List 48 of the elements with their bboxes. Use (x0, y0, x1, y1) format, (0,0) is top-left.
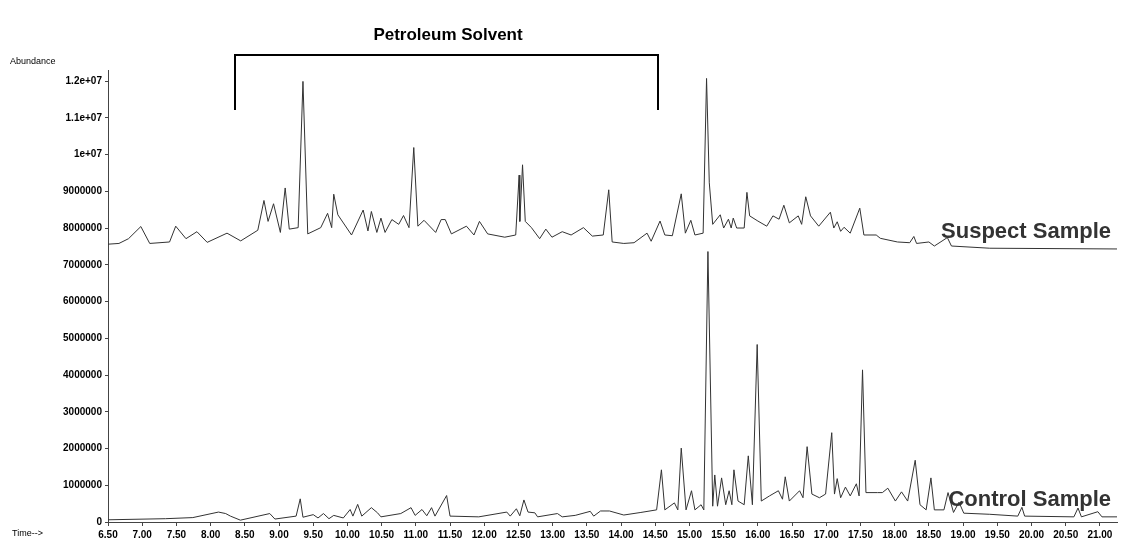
x-tick-label: 13.00 (540, 528, 566, 540)
y-tick-label: 9000000 (63, 185, 103, 197)
x-tick-label: 7.50 (166, 528, 187, 540)
x-tick-label: 12.00 (471, 528, 498, 540)
x-tick-label: 6.50 (98, 528, 119, 540)
x-tick-label: 14.00 (608, 528, 634, 540)
x-tick-label: 21.00 (1087, 528, 1113, 540)
x-tick-label: 20.50 (1053, 528, 1079, 540)
y-tick-label: 7000000 (63, 258, 103, 270)
series-label: Control Sample (948, 485, 1111, 511)
x-tick-label: 9.50 (303, 528, 324, 540)
x-tick-label: 17.00 (813, 528, 840, 540)
y-tick-label: 2000000 (63, 442, 103, 454)
x-tick-label: 10.00 (334, 528, 361, 540)
y-tick-label: 3000000 (63, 405, 103, 417)
x-tick-label: 12.50 (505, 528, 532, 540)
x-tick-label: 16.00 (745, 528, 771, 540)
y-tick-label: 4000000 (63, 368, 103, 380)
y-tick-label: 6000000 (63, 295, 103, 307)
x-tick-label: 19.00 (950, 528, 977, 540)
x-tick-label: 8.00 (200, 528, 221, 540)
text: Petroleum Solvent (373, 25, 523, 45)
x-tick-label: 17.50 (847, 528, 874, 540)
x-tick-label: 7.00 (132, 528, 153, 540)
y-tick-label: 5000000 (63, 332, 103, 344)
x-tick-label: 11.50 (437, 528, 463, 540)
series-label: Suspect Sample (941, 218, 1111, 244)
x-tick-label: 9.00 (269, 528, 290, 540)
x-tick-label: 10.50 (369, 528, 395, 540)
x-tick-label: 18.00 (882, 528, 908, 540)
x-tick-label: 13.50 (574, 528, 600, 540)
y-tick-label: 1.2e+07 (65, 74, 103, 86)
x-tick-label: 14.50 (642, 528, 669, 540)
x-tick-label: 16.50 (779, 528, 806, 540)
x-tick-label: 15.50 (711, 528, 737, 540)
y-tick-label: 1e+07 (73, 148, 103, 160)
x-tick-label: 19.50 (984, 528, 1011, 540)
x-tick-label: 15.00 (676, 528, 703, 540)
y-tick-label: 1.1e+07 (65, 111, 103, 123)
y-axis-title: Abundance (10, 55, 56, 66)
x-tick-label: 20.00 (1018, 528, 1045, 540)
y-tick-label: 1000000 (63, 479, 103, 490)
x-tick-label: 18.50 (916, 528, 942, 540)
x-tick-label: 8.50 (235, 528, 255, 540)
y-tick-label: 0 (96, 515, 103, 527)
x-axis-title: Time--> (12, 527, 43, 538)
x-tick-label: 11.00 (403, 528, 429, 540)
y-tick-label: 8000000 (63, 221, 103, 233)
